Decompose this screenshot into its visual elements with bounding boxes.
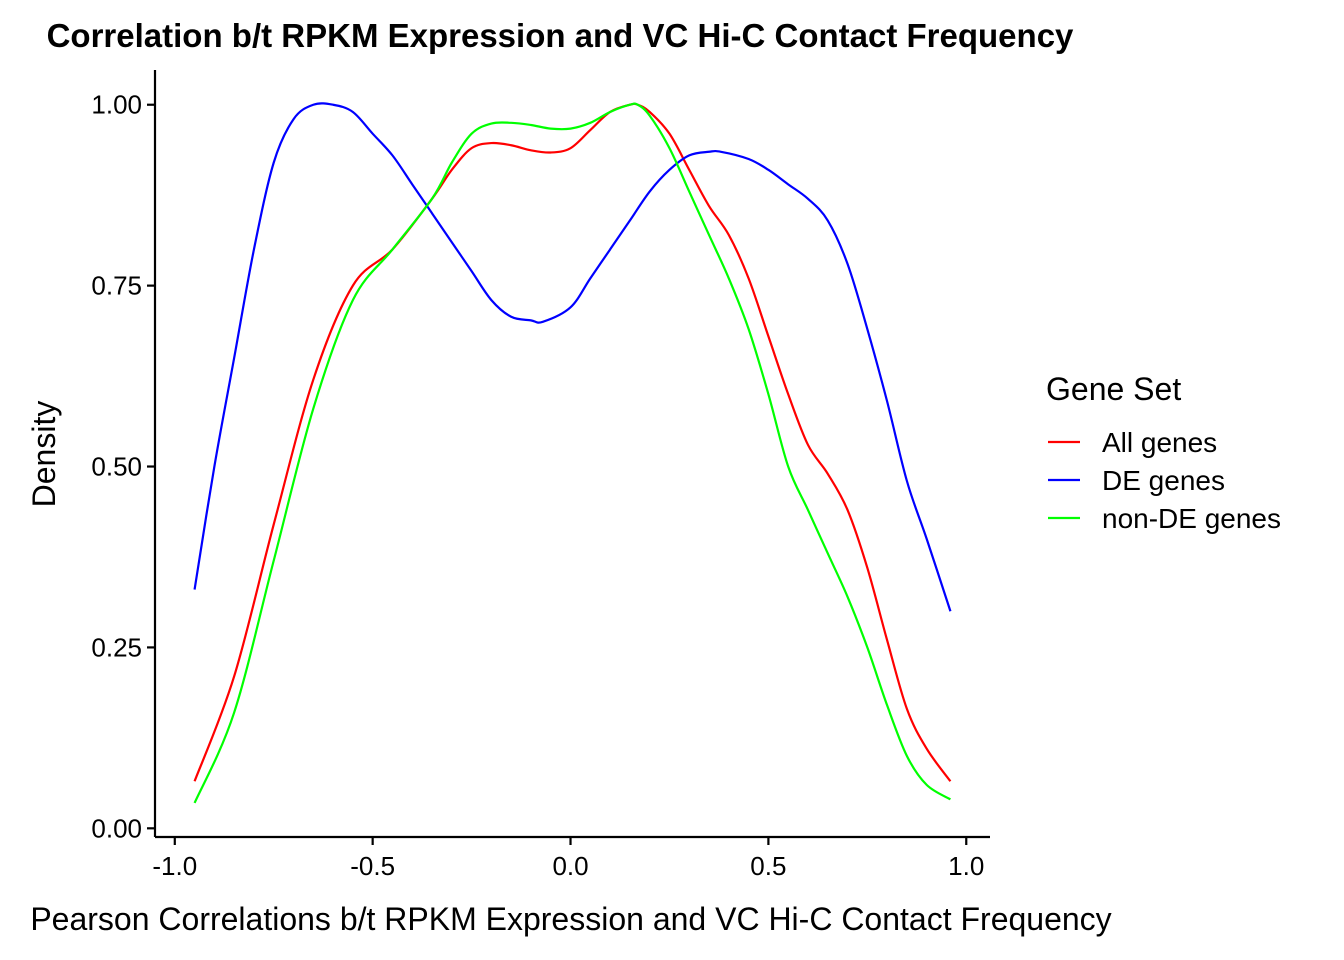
legend-label: non-DE genes <box>1102 503 1281 534</box>
x-axis-ticks: -1.0 -0.5 0.0 0.5 1.0 <box>152 837 984 881</box>
y-tick-label: 0.25 <box>91 632 142 662</box>
y-tick-label: 0.00 <box>91 813 142 843</box>
x-tick-label: 0.5 <box>750 851 786 881</box>
legend-item-all-genes: All genes <box>1048 427 1217 458</box>
x-tick-label: 1.0 <box>948 851 984 881</box>
x-tick-label: -1.0 <box>152 851 197 881</box>
y-tick-label: 0.75 <box>91 271 142 301</box>
x-axis-title: Pearson Correlations b/t RPKM Expression… <box>30 901 1111 937</box>
chart-title: Correlation b/t RPKM Expression and VC H… <box>47 17 1074 54</box>
plot-area: -1.0 -0.5 0.0 0.5 1.0 0.00 0.25 0.50 0.75 1.00 <box>91 70 990 881</box>
y-axis-title: Density <box>26 401 62 508</box>
legend-item-non-de-genes: non-DE genes <box>1048 503 1281 534</box>
y-tick-label: 0.50 <box>91 452 142 482</box>
y-tick-label: 1.00 <box>91 90 142 120</box>
legend-label: DE genes <box>1102 465 1225 496</box>
y-axis-ticks: 0.00 0.25 0.50 0.75 1.00 <box>91 90 155 843</box>
legend-item-de-genes: DE genes <box>1048 465 1225 496</box>
legend: Gene Set All genes DE genes non-DE genes <box>1046 371 1281 534</box>
x-tick-label: 0.0 <box>552 851 588 881</box>
legend-items: All genes DE genes non-DE genes <box>1048 427 1281 534</box>
legend-label: All genes <box>1102 427 1217 458</box>
legend-title: Gene Set <box>1046 371 1181 407</box>
series-layer <box>193 102 952 804</box>
series-line-non-de-genes <box>193 102 952 804</box>
series-line-de-genes <box>193 102 952 612</box>
x-tick-label: -0.5 <box>350 851 395 881</box>
series-line-all-genes <box>193 102 952 782</box>
